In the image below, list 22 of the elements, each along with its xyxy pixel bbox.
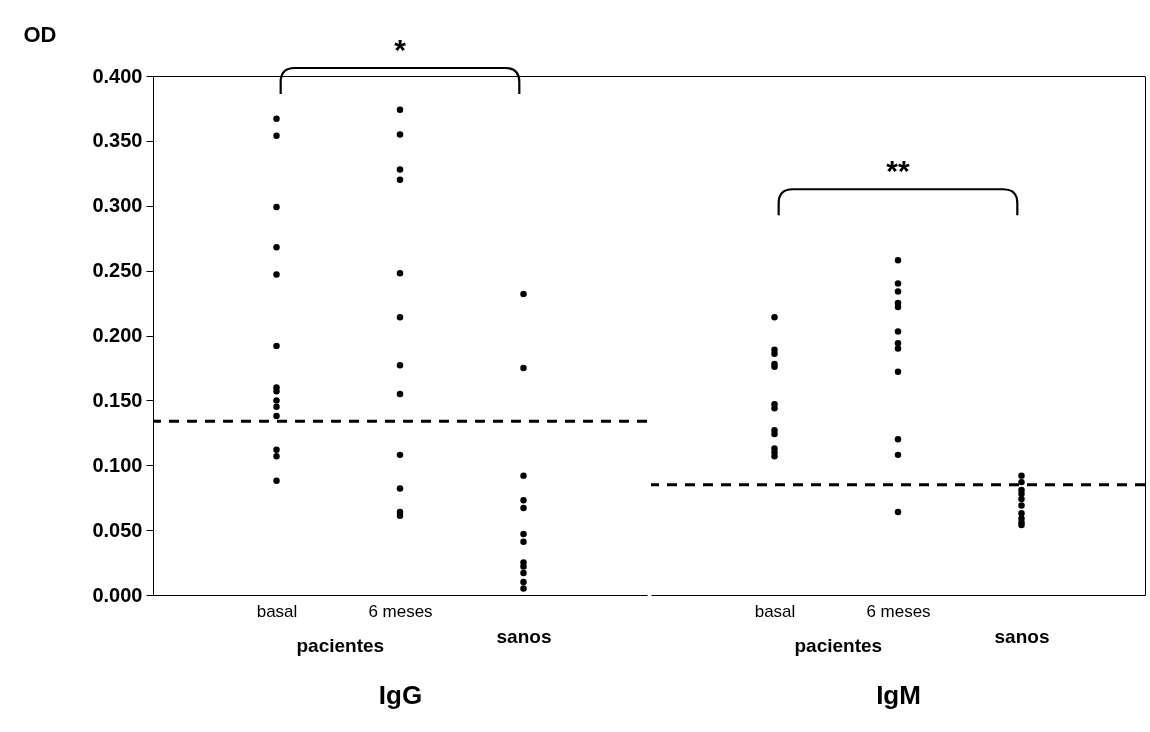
y-tick-label: 0.050 bbox=[92, 518, 143, 541]
text: pacientes bbox=[296, 635, 385, 656]
x-tick-label: basal bbox=[256, 601, 298, 621]
y-tick-label: 0.400 bbox=[92, 64, 143, 87]
x-axis-title: IgM bbox=[876, 679, 921, 710]
y-tick-label: 0.100 bbox=[92, 453, 143, 476]
x-tick-label: 6 meses bbox=[368, 601, 433, 621]
y-tick-label: 0.000 bbox=[92, 583, 143, 606]
x-tick-label: basal bbox=[754, 601, 796, 621]
x-tick-label: sanos bbox=[496, 625, 552, 647]
y-tick-label: 0.300 bbox=[92, 194, 143, 217]
y-tick-label: 0.350 bbox=[92, 129, 143, 152]
y-tick-label: 0.250 bbox=[92, 259, 143, 282]
y-tick-label: 0.200 bbox=[92, 324, 143, 346]
y-axis-title: OD bbox=[23, 21, 57, 47]
annotation: ** bbox=[886, 154, 910, 188]
y-tick-label: 0.150 bbox=[92, 388, 143, 411]
text: * bbox=[394, 33, 407, 66]
x-tick-label: 6 meses bbox=[866, 601, 931, 621]
x-tick-label: sanos bbox=[994, 625, 1050, 647]
x-axis-title: IgG bbox=[378, 679, 423, 710]
text: pacientes bbox=[794, 635, 883, 656]
